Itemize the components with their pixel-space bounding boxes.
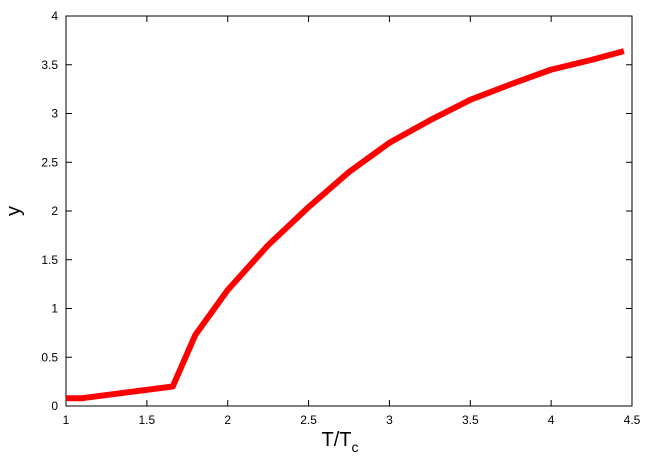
y-tick-label: 1 — [51, 302, 58, 316]
y-tick-label: 2.5 — [41, 155, 58, 169]
x-label-main: T/T — [322, 429, 352, 451]
y-tick-label: 0 — [51, 399, 58, 413]
y-tick-label: 1.5 — [41, 253, 58, 267]
x-label-subscript: c — [352, 439, 359, 455]
x-tick-label: 2.5 — [300, 413, 317, 427]
y-tick-label: 0.5 — [41, 350, 58, 364]
x-tick-label: 1 — [63, 413, 70, 427]
y-tick-label: 4 — [51, 9, 58, 23]
x-tick-label: 4 — [548, 413, 555, 427]
x-tick-label: 3 — [386, 413, 393, 427]
y-axis-label: y — [3, 206, 25, 216]
y-tick-label: 2 — [51, 204, 58, 218]
plot-frame — [65, 15, 633, 407]
y-tick-label: 3.5 — [41, 58, 58, 72]
y-tick-label: 3 — [51, 107, 58, 121]
x-axis-label: T/Tc — [322, 429, 359, 455]
data-line — [66, 48, 625, 402]
x-tick-label: 2 — [224, 413, 231, 427]
x-tick-label: 3.5 — [462, 413, 479, 427]
x-tick-label: 1.5 — [139, 413, 156, 427]
x-tick-label: 4.5 — [624, 413, 641, 427]
